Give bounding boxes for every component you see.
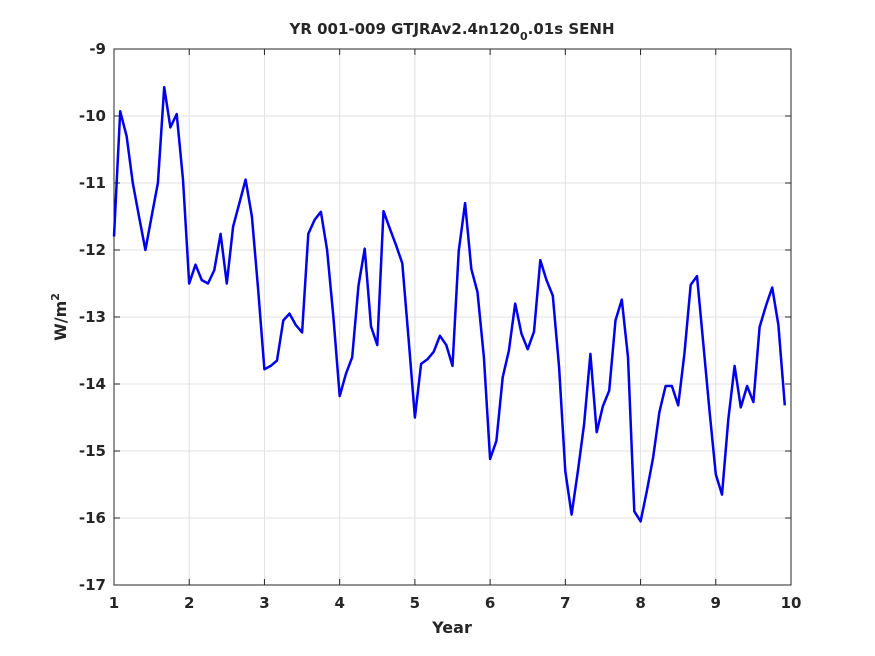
y-axis-label-text: W/m [51, 301, 70, 341]
y-tick-label: -9 [89, 40, 106, 58]
x-tick-label: 7 [560, 594, 570, 612]
x-tick-label: 1 [109, 594, 119, 612]
series-line [112, 85, 787, 523]
chart-title-main: YR 001-009 GTJRAv2.4n120 [288, 20, 520, 38]
axis-ticks [113, 48, 792, 586]
chart-title: YR 001-009 GTJRAv2.4n1200.01s SENH [288, 20, 614, 43]
y-axis-label: W/m2 [49, 293, 70, 341]
x-tick-label: 8 [635, 594, 645, 612]
grid [113, 48, 792, 586]
y-tick-label: -12 [79, 241, 106, 259]
y-axis-label-superscript: 2 [49, 293, 62, 301]
x-tick-labels: 1 2 3 4 5 6 7 8 9 10 [109, 594, 802, 612]
y-tick-labels: -17 -16 -15 -14 -13 -12 -11 -10 -9 [79, 40, 106, 594]
chart-title-suffix: .01s SENH [528, 20, 615, 38]
x-tick-label: 9 [711, 594, 721, 612]
y-tick-label: -16 [79, 509, 106, 527]
y-tick-label: -13 [79, 308, 106, 326]
y-tick-label: -10 [79, 107, 106, 125]
chart-title-subscript: 0 [520, 30, 528, 43]
y-tick-label: -14 [79, 375, 106, 393]
x-axis-label: Year [431, 618, 472, 637]
x-tick-label: 5 [410, 594, 420, 612]
x-tick-label: 4 [334, 594, 344, 612]
x-tick-label: 3 [259, 594, 269, 612]
y-tick-label: -11 [79, 174, 106, 192]
x-tick-label: 10 [781, 594, 802, 612]
y-tick-label: -17 [79, 576, 106, 594]
x-tick-label: 2 [184, 594, 194, 612]
x-tick-label: 6 [485, 594, 495, 612]
y-tick-label: -15 [79, 442, 106, 460]
